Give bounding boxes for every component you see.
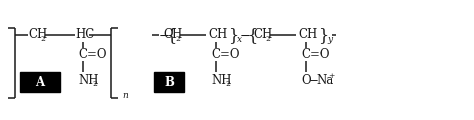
Text: }: } xyxy=(318,27,328,45)
Text: −: − xyxy=(240,30,251,42)
Text: CH: CH xyxy=(208,29,227,42)
Text: B: B xyxy=(164,75,174,89)
Text: O: O xyxy=(301,73,310,87)
Text: A: A xyxy=(36,75,45,89)
Text: CH: CH xyxy=(28,29,47,42)
Text: CH: CH xyxy=(163,29,182,42)
Text: ': ' xyxy=(319,51,321,59)
Text: HC: HC xyxy=(75,29,94,42)
Text: 2: 2 xyxy=(175,35,180,43)
FancyBboxPatch shape xyxy=(154,72,184,92)
Text: 2: 2 xyxy=(40,35,45,43)
Text: C=O: C=O xyxy=(211,48,239,61)
Text: Na: Na xyxy=(316,73,333,87)
Text: {: { xyxy=(166,27,176,45)
Text: CH: CH xyxy=(298,29,317,42)
Text: 2: 2 xyxy=(225,80,230,88)
Text: C=O: C=O xyxy=(301,48,329,61)
Text: {: { xyxy=(247,27,257,45)
Text: 2: 2 xyxy=(265,35,270,43)
Text: C=O: C=O xyxy=(78,48,107,61)
Text: +: + xyxy=(328,72,334,80)
Text: −: − xyxy=(309,73,319,87)
Text: 2: 2 xyxy=(92,80,97,88)
Text: }: } xyxy=(228,27,238,45)
Text: x: x xyxy=(237,36,242,45)
Text: CH: CH xyxy=(253,29,272,42)
Text: y: y xyxy=(327,36,332,45)
Text: NH: NH xyxy=(78,73,99,87)
FancyBboxPatch shape xyxy=(20,72,60,92)
Text: n: n xyxy=(122,91,128,101)
Text: NH: NH xyxy=(211,73,231,87)
Text: −: − xyxy=(159,30,170,42)
